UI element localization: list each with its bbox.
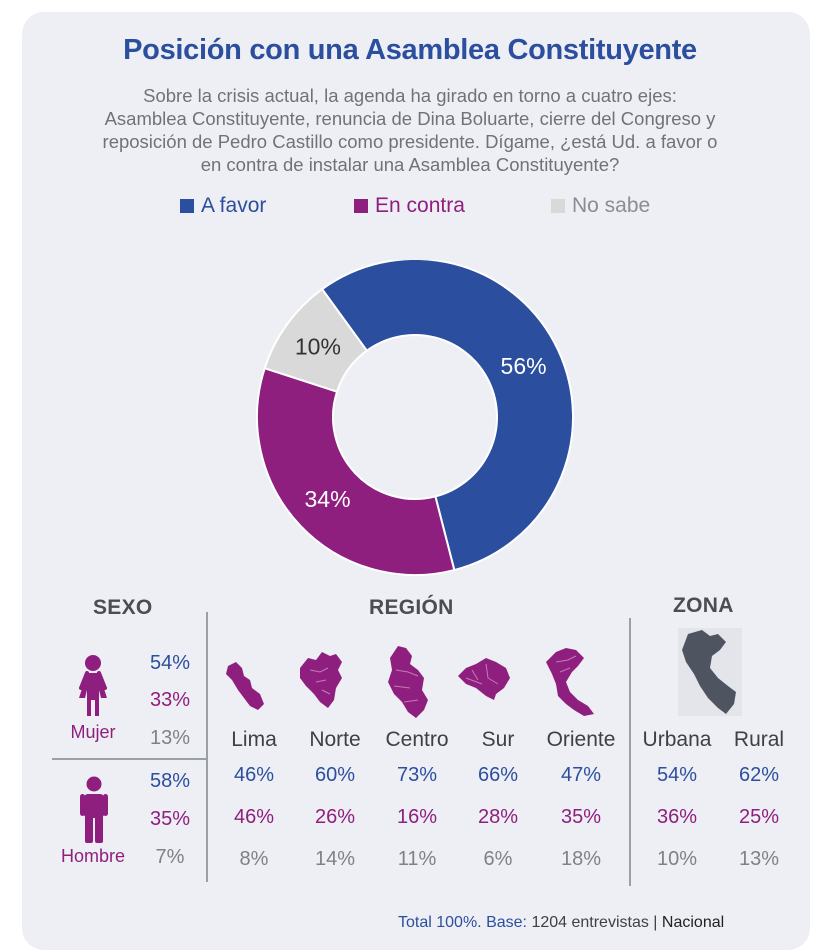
sur-map-icon: [458, 658, 510, 700]
footer-base-value: 1204 entrevistas: [531, 914, 649, 931]
question-text: Sobre la crisis actual, la agenda ha gir…: [60, 84, 760, 176]
mujer-en-contra: 33%: [149, 689, 191, 711]
region-label-centro: Centro: [385, 728, 449, 751]
sexo-label-hombre: Hombre: [60, 846, 126, 866]
legend-swatch: [354, 199, 368, 213]
legend-label: En contra: [375, 194, 465, 217]
region-label-norte: Norte: [309, 728, 361, 751]
region-header: REGIÓN: [369, 596, 454, 619]
region-label-oriente: Oriente: [546, 728, 616, 751]
mujer-no-sabe: 13%: [149, 727, 191, 749]
zona-label-rural: Rural: [733, 728, 785, 751]
legend-label: No sabe: [572, 194, 651, 217]
legend-swatch: [180, 199, 194, 213]
lima-no-sabe: 8%: [239, 848, 269, 870]
centro-en-contra: 16%: [396, 806, 438, 828]
norte-no-sabe: 14%: [314, 848, 356, 870]
donut-label-en-contra: 34%: [305, 486, 351, 512]
footer-note: Total 100%. Base: 1204 entrevistas | Nac…: [398, 914, 724, 932]
hombre-en-contra: 35%: [149, 808, 191, 830]
lima-a-favor: 46%: [233, 764, 275, 786]
donut-slice-a-favor: [320, 260, 574, 572]
woman-icon: [79, 655, 107, 716]
mujer-a-favor: 54%: [149, 652, 191, 674]
chart-title: Posición con una Asamblea Constituyente: [123, 34, 697, 66]
hombre-no-sabe: 7%: [155, 846, 185, 868]
urbana-en-contra: 36%: [656, 806, 698, 828]
centro-a-favor: 73%: [396, 764, 438, 786]
divider-vertical: [629, 618, 631, 886]
legend-label: A favor: [201, 194, 267, 217]
donut-slice-no-sabe: [263, 287, 369, 393]
oriente-a-favor: 47%: [560, 764, 602, 786]
donut-label-a-favor: 56%: [501, 353, 547, 379]
centro-no-sabe: 11%: [397, 848, 437, 870]
question-line: reposición de Pedro Castillo como presid…: [102, 131, 718, 152]
legend-item-a-favor: A favor: [180, 194, 266, 218]
donut-label-no-sabe: 10%: [295, 333, 341, 359]
oriente-map-icon: [546, 648, 594, 716]
legend: A favor En contra No sabe: [0, 194, 820, 222]
infographic-card: [22, 12, 810, 950]
sur-no-sabe: 6%: [483, 848, 513, 870]
question-line: Sobre la crisis actual, la agenda ha gir…: [143, 85, 677, 106]
legend-item-en-contra: En contra: [354, 194, 465, 218]
rural-no-sabe: 13%: [738, 848, 780, 870]
lima-en-contra: 46%: [233, 806, 275, 828]
question-line: en contra de instalar una Asamblea Const…: [200, 154, 620, 175]
urbana-a-favor: 54%: [656, 764, 698, 786]
zona-label-urbana: Urbana: [642, 728, 712, 751]
lima-map-icon: [226, 662, 264, 710]
question-line: Asamblea Constituyente, renuncia de Dina…: [104, 108, 716, 129]
man-icon: [80, 776, 108, 843]
footer-separator: |: [653, 914, 658, 931]
peru-map-icon: [678, 628, 742, 716]
region-label-sur: Sur: [481, 728, 515, 751]
donut-chart: 56% 34% 10%: [256, 260, 574, 576]
rural-en-contra: 25%: [738, 806, 780, 828]
sexo-header: SEXO: [93, 596, 153, 619]
footer-base-label: Base:: [486, 914, 527, 931]
legend-item-no-sabe: No sabe: [551, 194, 650, 218]
footer-total: Total 100%.: [398, 914, 482, 931]
oriente-en-contra: 35%: [560, 806, 602, 828]
region-label-lima: Lima: [231, 728, 277, 751]
rural-a-favor: 62%: [738, 764, 780, 786]
hombre-a-favor: 58%: [149, 770, 191, 792]
centro-map-icon: [388, 646, 428, 718]
norte-map-icon: [300, 652, 342, 708]
sur-a-favor: 66%: [477, 764, 519, 786]
divider-vertical: [206, 612, 208, 882]
footer-scope: Nacional: [661, 914, 725, 931]
sexo-label-mujer: Mujer: [70, 722, 116, 742]
divider-horizontal: [52, 758, 206, 760]
sur-en-contra: 28%: [477, 806, 519, 828]
norte-en-contra: 26%: [314, 806, 356, 828]
urbana-no-sabe: 10%: [656, 848, 698, 870]
zona-header: ZONA: [673, 594, 734, 617]
norte-a-favor: 60%: [314, 764, 356, 786]
donut-slice-en-contra: [256, 366, 456, 576]
oriente-no-sabe: 18%: [560, 848, 602, 870]
legend-swatch: [551, 199, 565, 213]
